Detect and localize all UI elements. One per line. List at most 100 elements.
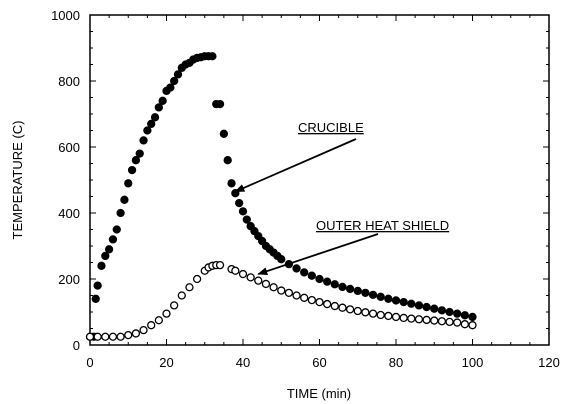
data-point-filled	[238, 207, 248, 216]
data-point-filled	[242, 215, 251, 224]
data-point-filled	[158, 96, 167, 105]
data-point-open	[399, 313, 408, 323]
data-point-open	[391, 312, 401, 322]
data-point-open	[85, 332, 95, 341]
data-point-open	[292, 291, 301, 300]
data-point-open	[414, 315, 424, 324]
data-point-open	[453, 318, 462, 327]
data-point-open	[384, 311, 393, 321]
x-tick-label: 80	[389, 355, 403, 370]
data-point-filled	[361, 288, 370, 298]
data-point-open	[192, 274, 202, 284]
data-point-filled	[219, 129, 229, 138]
data-point-filled	[460, 311, 470, 320]
data-point-open	[93, 332, 102, 341]
data-point-filled	[120, 195, 129, 204]
data-point-open	[108, 332, 118, 341]
data-point-filled	[112, 225, 121, 234]
data-point-filled	[322, 277, 332, 286]
data-point-filled	[108, 235, 118, 244]
data-point-filled	[150, 113, 160, 122]
data-point-open	[338, 303, 347, 312]
data-point-filled	[173, 70, 183, 79]
y-tick-label: 0	[73, 338, 80, 353]
data-point-open	[101, 332, 110, 341]
data-point-open	[177, 291, 186, 300]
data-point-open	[254, 276, 263, 285]
series-2	[85, 260, 477, 341]
data-point-filled	[131, 156, 141, 165]
data-point-open	[139, 325, 148, 335]
data-point-filled	[127, 165, 137, 175]
y-tick-label: 1000	[51, 8, 80, 23]
data-point-open	[361, 308, 370, 317]
data-point-filled	[124, 179, 133, 188]
data-point-open	[330, 301, 339, 311]
data-point-open	[460, 320, 470, 329]
data-point-filled	[135, 149, 144, 158]
data-point-filled	[437, 306, 447, 315]
axis-ticks	[89, 14, 550, 346]
y-tick-label: 400	[58, 206, 80, 221]
data-point-filled	[407, 299, 416, 308]
data-point-filled	[104, 245, 114, 254]
x-axis-label: TIME (min)	[287, 386, 351, 401]
data-point-filled	[315, 274, 324, 284]
x-tick-label: 100	[462, 355, 484, 370]
data-point-filled	[91, 294, 100, 303]
data-point-filled	[154, 103, 164, 112]
annotation-label: OUTER HEAT SHIELD	[316, 218, 449, 233]
x-tick-label: 120	[538, 355, 560, 370]
data-point-filled	[300, 268, 309, 277]
data-point-filled	[227, 179, 236, 188]
data-point-filled	[166, 83, 175, 92]
data-point-open	[269, 283, 278, 292]
data-point-open	[315, 297, 324, 307]
data-point-open	[116, 332, 125, 341]
data-point-filled	[353, 286, 362, 296]
data-point-filled	[147, 119, 156, 129]
y-tick-label: 800	[58, 74, 80, 89]
data-point-open	[376, 310, 385, 320]
data-point-filled	[208, 52, 217, 61]
data-point-open	[169, 301, 179, 310]
data-point-open	[231, 266, 240, 275]
data-point-open	[154, 316, 164, 325]
data-point-filled	[468, 312, 477, 322]
data-point-filled	[143, 126, 152, 135]
data-point-filled	[93, 281, 102, 290]
data-point-filled	[169, 76, 179, 86]
data-point-filled	[384, 294, 393, 303]
data-point-open	[131, 329, 141, 338]
data-point-open	[445, 317, 454, 327]
x-tick-label: 60	[312, 355, 326, 370]
series-1	[85, 52, 477, 341]
data-point-filled	[414, 301, 424, 310]
data-point-open	[261, 279, 271, 289]
y-axis-label: TEMPERATURE (C)	[10, 121, 25, 240]
data-point-filled	[391, 296, 401, 305]
data-point-filled	[453, 309, 462, 318]
data-point-open	[307, 295, 317, 305]
annotation-arrow	[234, 138, 357, 193]
data-point-open	[407, 314, 416, 323]
data-point-filled	[422, 302, 431, 312]
annotation-arrow	[257, 233, 379, 275]
data-point-filled	[235, 198, 244, 208]
data-point-filled	[430, 304, 439, 313]
data-point-open	[322, 299, 332, 309]
data-point-open	[437, 317, 447, 326]
data-point-filled	[223, 156, 232, 165]
data-point-filled	[368, 290, 378, 299]
y-tick-labels: 0 200 400 600 800 1000	[51, 8, 80, 353]
data-point-filled	[345, 284, 355, 294]
data-point-filled	[116, 208, 125, 218]
data-point-filled	[139, 136, 148, 145]
x-tick-labels: 0 20 40 60 80 100 120	[86, 355, 559, 370]
data-point-filled	[97, 261, 106, 270]
data-point-open	[422, 315, 431, 325]
data-point-filled	[338, 282, 347, 292]
data-point-open	[368, 309, 378, 318]
data-point-open	[284, 288, 294, 298]
data-point-open	[162, 309, 171, 318]
